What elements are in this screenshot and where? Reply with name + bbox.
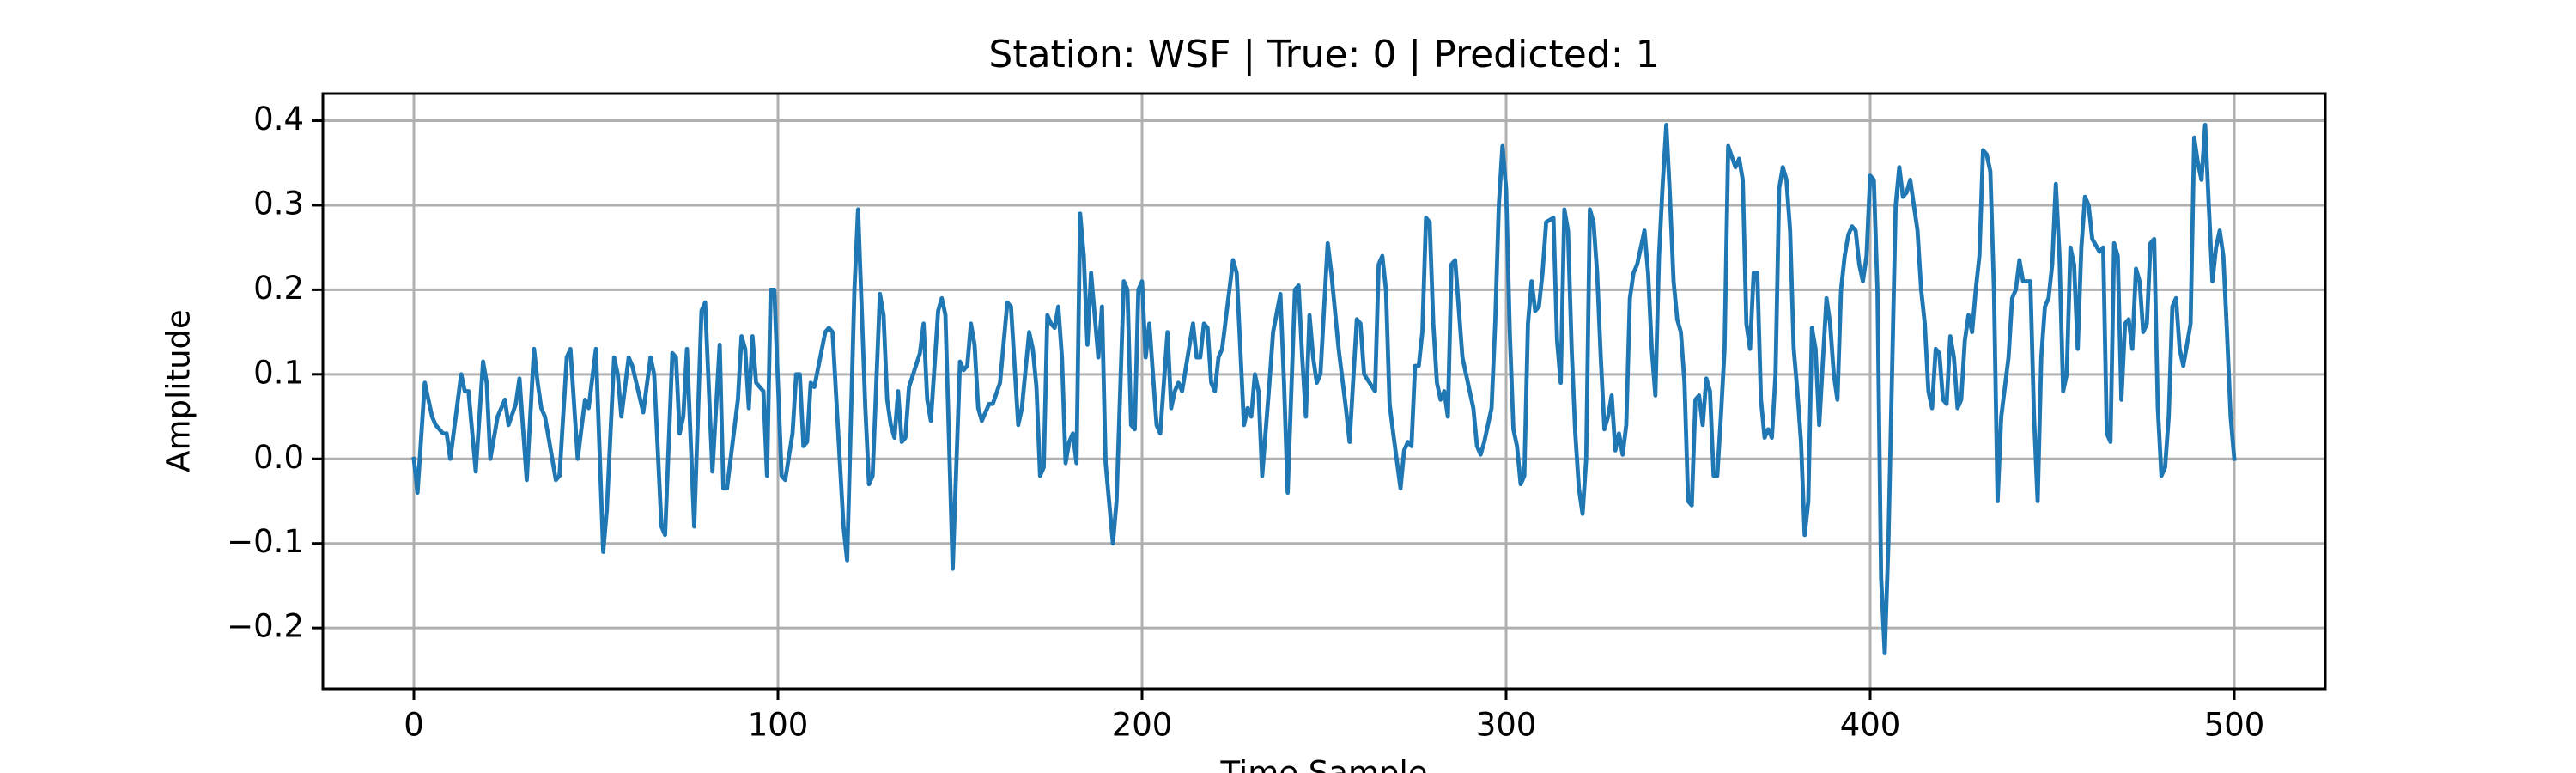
y-tick-label: 0.4 bbox=[253, 100, 304, 137]
y-tick-label: −0.2 bbox=[227, 608, 304, 645]
plot-area bbox=[411, 123, 2237, 656]
y-tick-label: 0.2 bbox=[253, 270, 304, 307]
y-axis-label: Amplitude bbox=[161, 309, 197, 472]
y-tick-label: −0.1 bbox=[227, 523, 304, 560]
x-tick-label: 200 bbox=[1112, 707, 1173, 744]
y-tick-label: 0.1 bbox=[253, 354, 304, 391]
x-tick-label: 500 bbox=[2204, 707, 2265, 744]
x-tick-label: 400 bbox=[1840, 707, 1901, 744]
x-tick-label: 300 bbox=[1476, 707, 1537, 744]
axes: 0 100 200 300 400 500 −0.2 −0.1 0.0 0.1 0.2 0.3 0.4 bbox=[227, 92, 2327, 744]
grid bbox=[323, 94, 2325, 689]
axes-frame bbox=[321, 92, 2327, 691]
signal-line bbox=[411, 123, 2237, 656]
x-tick-label: 100 bbox=[748, 707, 809, 744]
x-tick-label: 0 bbox=[404, 707, 424, 744]
chart-title: Station: WSF | True: 0 | Predicted: 1 bbox=[988, 33, 1659, 76]
y-tick-label: 0.0 bbox=[253, 439, 304, 476]
y-tick-label: 0.3 bbox=[253, 185, 304, 222]
x-axis-label: Time Sample bbox=[1219, 755, 1427, 773]
